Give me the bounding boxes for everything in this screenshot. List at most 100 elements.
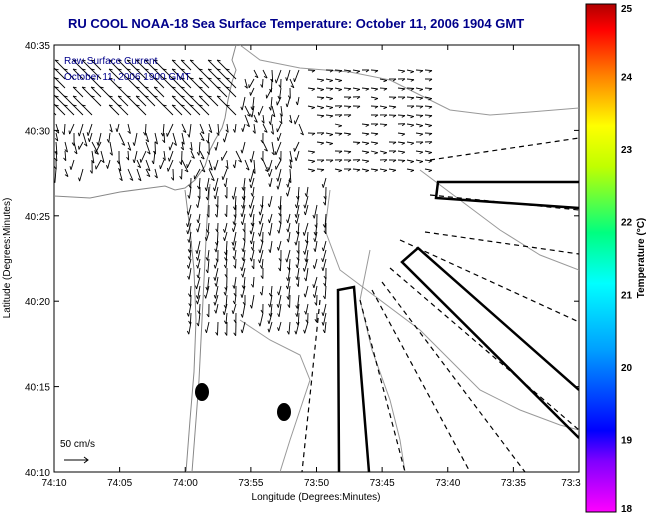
current-vector [215, 276, 219, 287]
current-vector [90, 77, 102, 89]
current-vector-head [304, 239, 308, 244]
current-vector-head [356, 142, 361, 145]
current-vector-head [314, 318, 318, 323]
current-vector-head [260, 157, 264, 161]
current-vector-head [268, 121, 272, 125]
current-vector-head [195, 204, 199, 208]
current-vector-head [374, 152, 378, 155]
current-vector-head [188, 293, 191, 297]
current-vector [325, 132, 333, 135]
current-vector [286, 249, 291, 263]
current-vector [126, 95, 138, 107]
current-vector-head [136, 104, 140, 107]
current-vector-head [428, 169, 433, 173]
current-vector [415, 69, 424, 72]
current-vector [316, 168, 325, 171]
current-vector [370, 69, 379, 72]
current-vector-head [356, 96, 361, 100]
current-vector-head [249, 213, 252, 218]
current-vector-head [244, 85, 248, 89]
current-vector-head [121, 143, 126, 146]
current-vector-head [365, 124, 370, 127]
current-vector [250, 150, 255, 163]
current-vector [244, 114, 250, 127]
current-vector-head [168, 146, 171, 151]
current-vector [269, 222, 273, 236]
current-vector [322, 177, 327, 188]
current-vector [268, 159, 273, 171]
current-vector-head [261, 120, 265, 124]
current-vector [70, 159, 75, 170]
current-vector [251, 294, 255, 309]
current-vector [259, 240, 264, 254]
current-vector [288, 231, 291, 243]
current-vector [277, 294, 282, 308]
current-vector-head [320, 142, 325, 145]
current-vector [280, 114, 283, 124]
current-vector [252, 240, 255, 251]
current-vector [233, 222, 237, 232]
current-vector [361, 132, 370, 135]
current-vector-head [302, 267, 305, 272]
current-vector-head [295, 101, 298, 106]
current-vector [388, 168, 396, 171]
current-vector-head [401, 160, 406, 163]
current-vector [234, 249, 237, 260]
current-vector-head [276, 101, 278, 106]
current-vector-head [146, 174, 151, 177]
current-vector-head [286, 228, 289, 233]
current-vector [81, 86, 93, 98]
x-tick-label: 73:45 [370, 478, 395, 489]
current-vector [136, 168, 142, 181]
current-vector-head [329, 115, 334, 118]
current-vector [127, 150, 130, 161]
current-vector [397, 150, 405, 153]
current-vector-head [119, 178, 123, 182]
current-vector [208, 159, 213, 171]
current-vector-head [428, 160, 433, 163]
current-vector [313, 276, 318, 289]
current-vector-head [302, 232, 305, 236]
current-vector-head [274, 151, 277, 155]
current-vector [361, 87, 370, 90]
current-vector [197, 249, 201, 261]
current-vector-head [224, 274, 228, 278]
current-vector-head [190, 95, 194, 98]
current-vector-head [401, 142, 406, 145]
current-vector-head [288, 120, 293, 124]
current-vector-head [232, 300, 236, 305]
coastline [54, 45, 237, 199]
current-vector [278, 240, 282, 251]
current-vector-head [313, 231, 317, 236]
current-vector [79, 168, 84, 182]
current-vector-head [206, 213, 210, 218]
current-vector-head [296, 257, 299, 261]
current-vector [225, 258, 228, 269]
current-vector-head [428, 141, 433, 145]
current-vector-head [311, 170, 315, 173]
current-vector-head [374, 106, 379, 109]
current-vector-head [294, 157, 297, 161]
current-vector [289, 150, 293, 163]
current-vector [249, 168, 255, 183]
current-vector [259, 312, 264, 327]
current-vector-head [410, 142, 415, 146]
current-vector [181, 150, 183, 165]
current-vector-head [233, 319, 237, 324]
current-vector [181, 123, 187, 133]
current-vector [162, 68, 174, 80]
current-vector-head [401, 88, 406, 91]
current-vector-head [312, 214, 315, 219]
current-vector-head [208, 68, 212, 71]
current-vector [288, 258, 291, 271]
current-vector [233, 186, 237, 200]
current-vector [278, 285, 282, 296]
current-vector-head [151, 160, 155, 165]
current-vector-head [259, 291, 263, 296]
current-vector [316, 87, 324, 90]
current-vector [253, 123, 256, 134]
current-vector-head [383, 169, 388, 173]
current-vector [232, 303, 237, 314]
current-vector-head [338, 150, 343, 154]
